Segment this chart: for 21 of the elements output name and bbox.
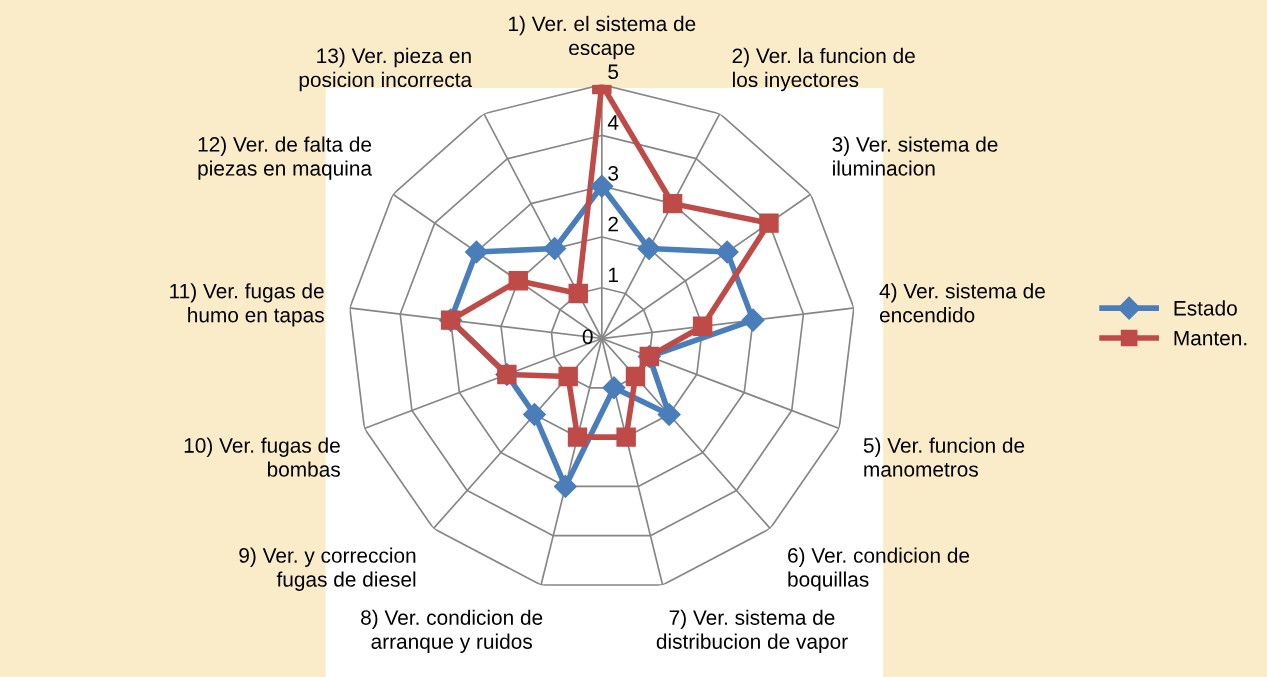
spoke-label: 7) Ver. sistema de distribucion de vapor (656, 609, 848, 654)
spoke-label: 9) Ver. y correccion fugas de diesel (239, 547, 416, 591)
spoke-label: 11) Ver. fugas de humo en tapas (170, 283, 324, 327)
spoke-label: 12) Ver. de falta de piezas en maquina (198, 136, 373, 180)
spoke-label: 8) Ver. condicion de arranque y ruidos (361, 609, 543, 654)
spoke-label: 6) Ver. condicion de boquillas (788, 547, 970, 591)
spoke-label: 3) Ver. sistema de iluminacion (832, 136, 998, 176)
y-tick-label: 2 (608, 216, 618, 232)
y-tick-label: 1 (608, 267, 618, 283)
spoke-label: 2) Ver. la funcion de los inyectores (732, 47, 915, 92)
y-tick-label: 4 (607, 115, 619, 130)
legend-label: Manten. (1174, 330, 1247, 346)
spoke-label: 10) Ver. fugas de bombas (184, 437, 340, 477)
y-tick-label: 0 (582, 329, 593, 345)
spoke-label: 4) Ver. sistema de encendido (879, 283, 1045, 323)
spoke-label: 1) Ver. el sistema de escape (509, 15, 696, 60)
spoke-label: 13) Ver. pieza en posicion incorrecta (299, 47, 473, 92)
legend-label: Estado (1174, 300, 1237, 316)
spoke-label: 5) Ver. funcion de manometros (863, 437, 1025, 477)
y-tick-label: 5 (608, 64, 619, 80)
y-tick-label: 3 (608, 165, 619, 181)
